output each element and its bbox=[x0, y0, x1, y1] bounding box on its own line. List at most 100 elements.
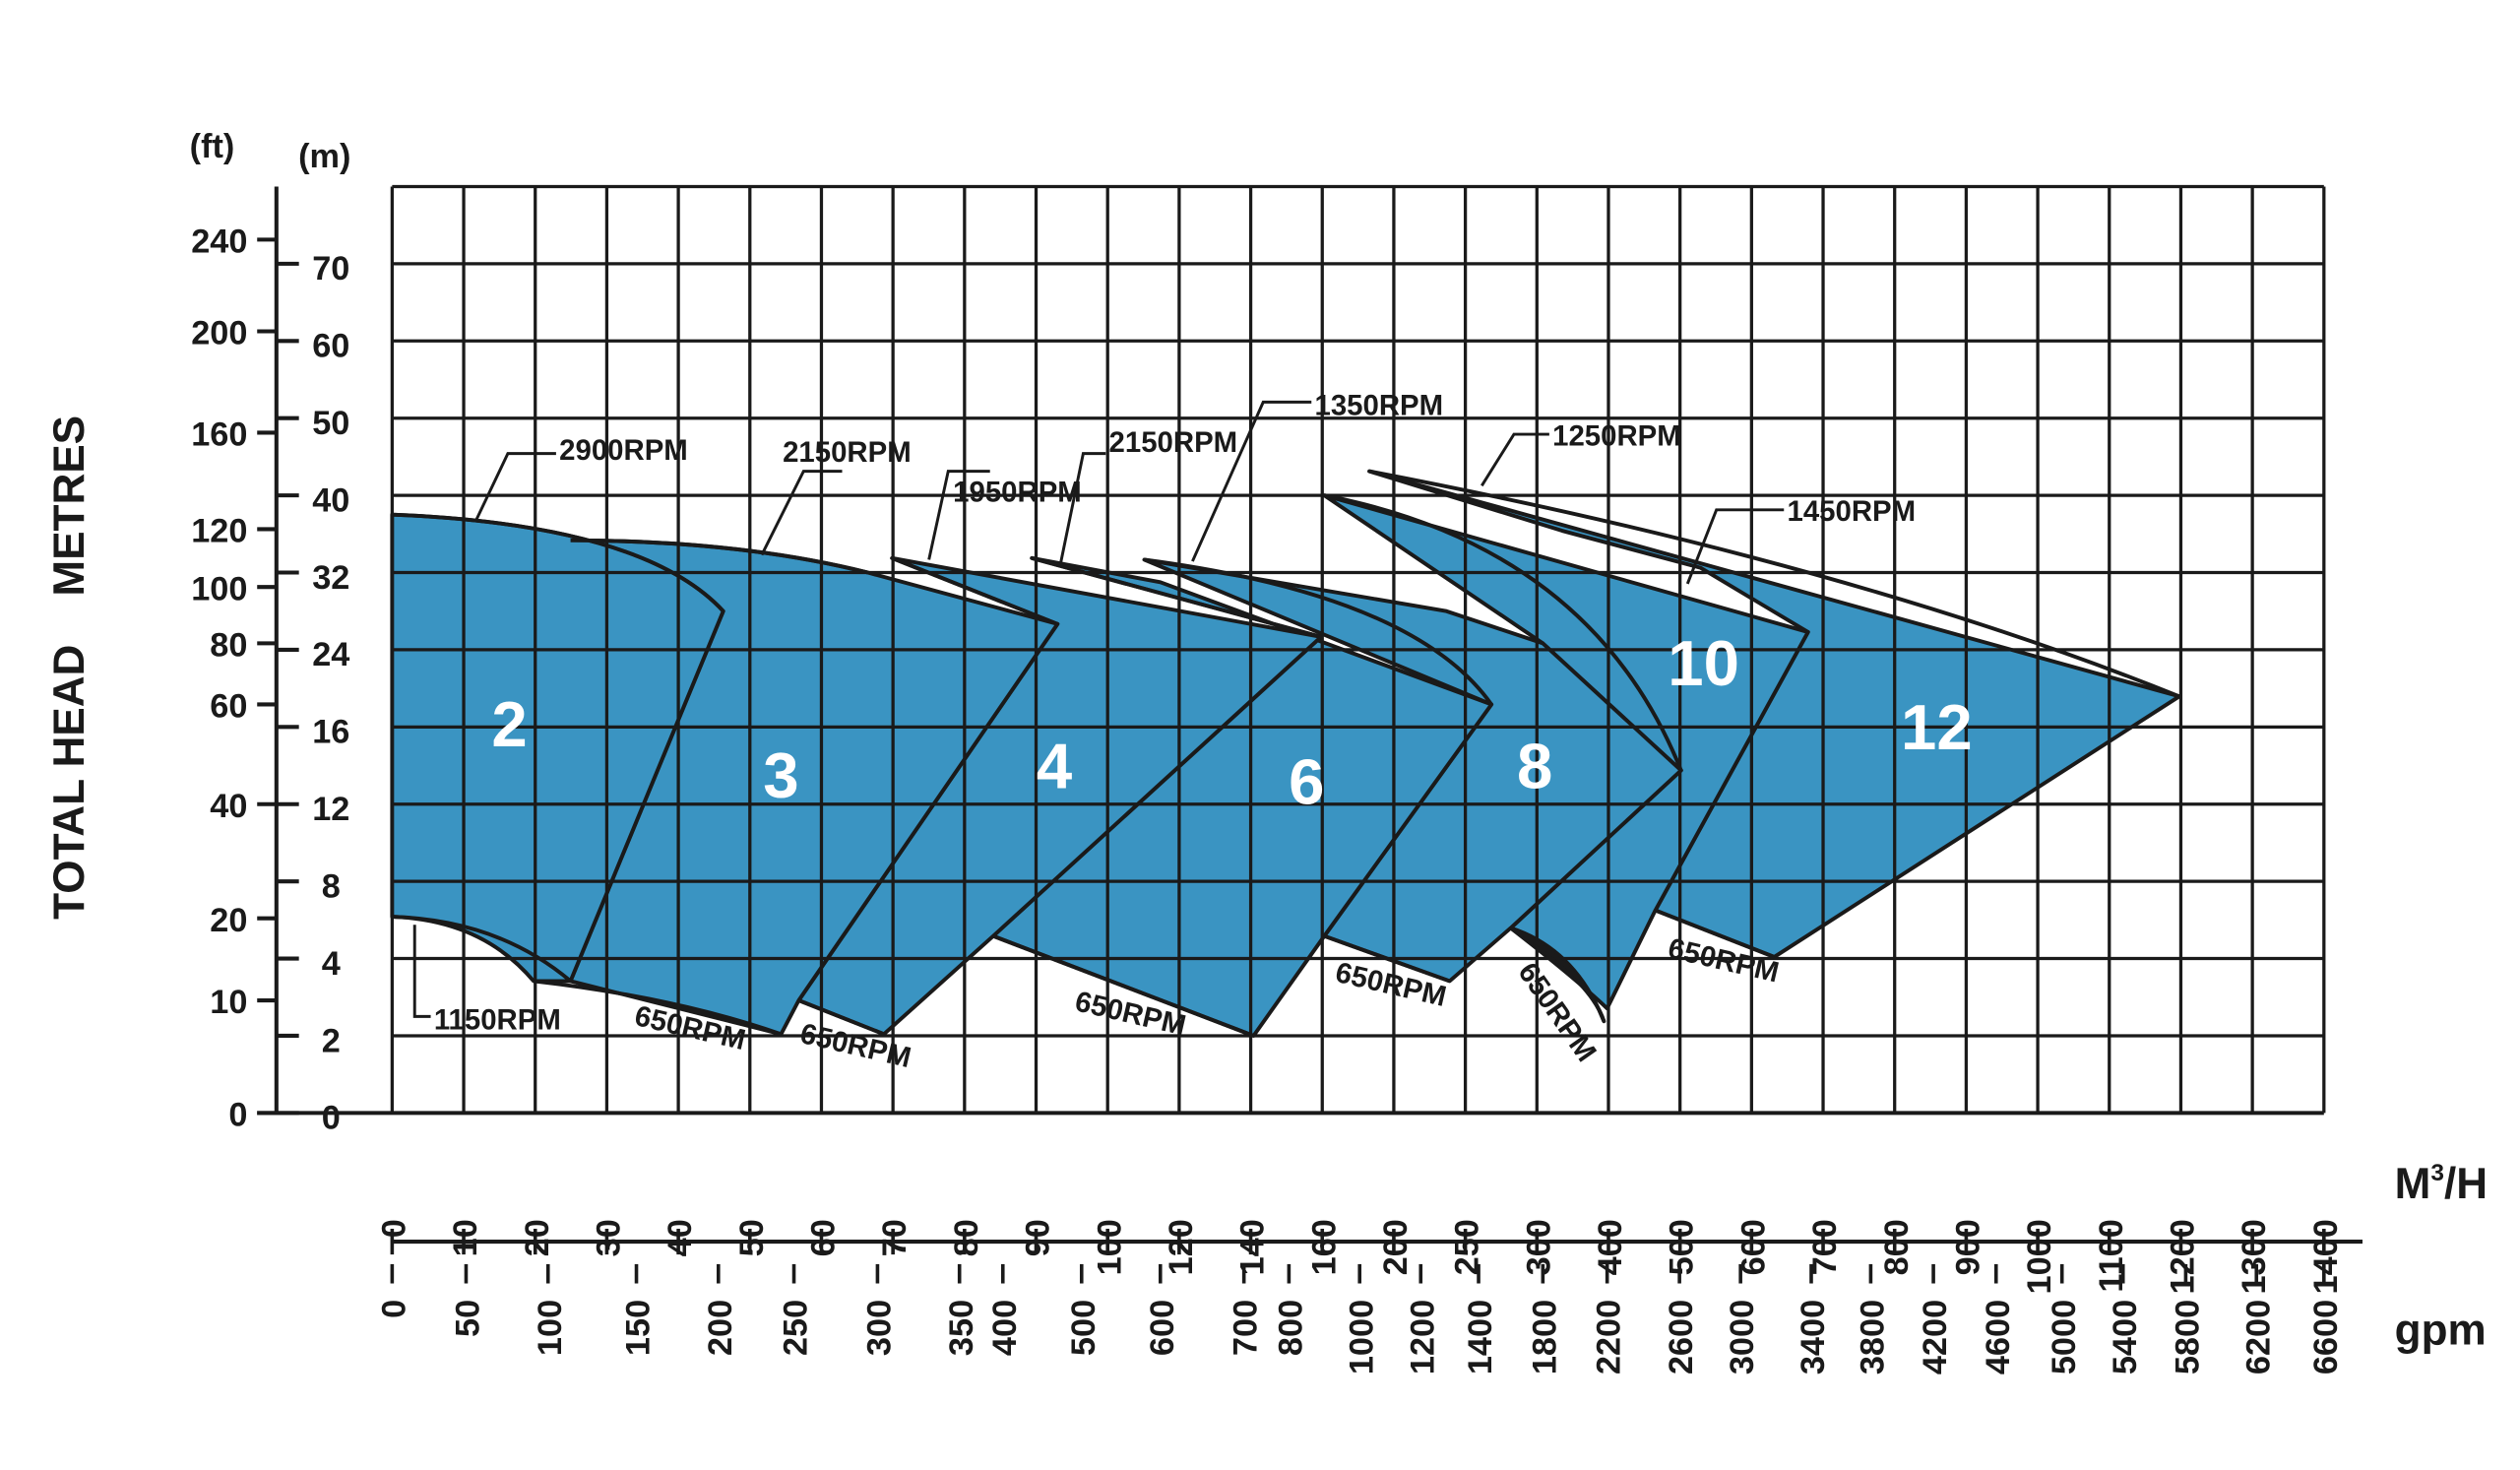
pump-size-labels: 2 3 4 6 8 10 12 bbox=[491, 627, 1972, 818]
leader-line bbox=[927, 470, 990, 560]
y-tick-label-m: 32 bbox=[312, 559, 349, 597]
x-tick-label-gpm: 0 bbox=[375, 1300, 412, 1318]
x-tick-label-gpm: 2600 bbox=[1663, 1300, 1700, 1374]
max-speed-label-4: 1950RPM bbox=[953, 477, 1082, 509]
x-tick-label-m3h: 160 bbox=[1305, 1219, 1343, 1275]
x-tick-label-gpm: 50 bbox=[450, 1300, 487, 1337]
x-unit-m3h: M3/H bbox=[2395, 1160, 2488, 1208]
x-tick-label-gpm: 5800 bbox=[2169, 1300, 2206, 1374]
y-tick-label-m: 4 bbox=[322, 945, 341, 983]
x-tick-label-gpm: 5400 bbox=[2107, 1300, 2144, 1374]
x-tick-label-gpm: 1000 bbox=[1343, 1300, 1380, 1374]
x-tick-label-m3h: 90 bbox=[1020, 1219, 1057, 1256]
pump-size-label-8: 8 bbox=[1517, 730, 1552, 801]
y-tick-label-m: 70 bbox=[312, 250, 349, 288]
pump-size-label-3: 3 bbox=[763, 739, 798, 811]
x-tick-label-m3h: 1300 bbox=[2236, 1219, 2273, 1294]
max-speed-label-3: 2150RPM bbox=[783, 436, 912, 469]
y-tick-label-m: 2 bbox=[322, 1022, 341, 1059]
y-tick-label-m: 16 bbox=[312, 714, 349, 751]
pump-size-label-4: 4 bbox=[1037, 730, 1072, 801]
y-tick-label-ft: 240 bbox=[191, 223, 247, 260]
y-tick-label-ft: 120 bbox=[191, 512, 247, 549]
x-tick-label-gpm: 150 bbox=[620, 1300, 658, 1356]
leader-line bbox=[760, 470, 843, 556]
y-tick-label-ft: 200 bbox=[191, 315, 247, 352]
x-tick-label-m3h: 1200 bbox=[2165, 1219, 2202, 1294]
x-tick-label-m3h: 800 bbox=[1878, 1219, 1916, 1275]
min-speed-curve-outline bbox=[392, 908, 1776, 1038]
x-tick-label-m3h: 60 bbox=[805, 1219, 843, 1256]
x-tick-label-gpm: 5000 bbox=[2046, 1300, 2083, 1374]
y-tick-label-ft: 10 bbox=[210, 984, 247, 1021]
leader-line bbox=[1191, 400, 1312, 562]
y-tick-label-m: 0 bbox=[322, 1100, 341, 1137]
x-tick-label-m3h: 40 bbox=[662, 1219, 699, 1256]
y-unit-m: (m) bbox=[298, 138, 350, 175]
max-speed-label-2: 2900RPM bbox=[559, 434, 688, 467]
x-tick-label-gpm: 1200 bbox=[1404, 1300, 1441, 1374]
x-tick-label-m3h: 200 bbox=[1377, 1219, 1415, 1275]
x-tick-label-m3h: 300 bbox=[1520, 1219, 1557, 1275]
x-tick-label-m3h: 80 bbox=[948, 1219, 985, 1256]
x-unit-gpm: gpm bbox=[2395, 1307, 2487, 1355]
x-tick-label-gpm: 350 bbox=[943, 1300, 980, 1356]
x-tick-label-gpm: 3400 bbox=[1795, 1300, 1832, 1374]
x-tick-label-gpm: 300 bbox=[860, 1300, 898, 1356]
x-tick-label-gpm: 500 bbox=[1065, 1300, 1102, 1356]
x-tick-label-m3h: 30 bbox=[590, 1219, 627, 1256]
speed-curves bbox=[392, 469, 2180, 1038]
y-tick-label-m: 24 bbox=[312, 636, 349, 673]
x-tick-label-gpm: 200 bbox=[702, 1300, 739, 1356]
x-tick-label-m3h: 10 bbox=[447, 1219, 484, 1256]
leader-line bbox=[412, 925, 431, 1018]
x-tick-label-gpm: 4600 bbox=[1980, 1300, 2017, 1374]
x-tick-label-gpm: 3000 bbox=[1724, 1300, 1761, 1374]
x-tick-label-m3h: 50 bbox=[733, 1219, 771, 1256]
y-tick-label-m: 12 bbox=[312, 791, 349, 828]
y-unit-ft: (ft) bbox=[190, 128, 235, 165]
pump-size-label-12: 12 bbox=[1901, 691, 1973, 763]
x-tick-label-gpm: 4200 bbox=[1917, 1300, 1954, 1374]
y-axis-title: TOTAL HEAD METRES bbox=[45, 415, 94, 920]
x-tick-label-gpm: 6200 bbox=[2239, 1300, 2277, 1374]
y-tick-label-ft: 100 bbox=[191, 570, 247, 607]
x-tick-label-gpm: 6600 bbox=[2307, 1300, 2345, 1374]
x-tick-label-m3h: 250 bbox=[1449, 1219, 1486, 1275]
pump-size-label-10: 10 bbox=[1668, 627, 1739, 699]
x-tick-label-gpm: 2200 bbox=[1591, 1300, 1628, 1374]
x-tick-label-gpm: 600 bbox=[1144, 1300, 1181, 1356]
x-tick-label-m3h: 70 bbox=[876, 1219, 914, 1256]
x-tick-label-gpm: 100 bbox=[532, 1300, 569, 1356]
y-tick-label-m: 8 bbox=[322, 867, 341, 905]
y-tick-label-ft: 160 bbox=[191, 415, 247, 453]
y-tick-label-m: 60 bbox=[312, 328, 349, 365]
y-tick-label-ft: 80 bbox=[210, 626, 247, 664]
y-tick-label-ft: 20 bbox=[210, 902, 247, 939]
chart-grid bbox=[390, 184, 2326, 1114]
max-speed-label-8: 1350RPM bbox=[1315, 389, 1444, 421]
x-tick-label-m3h: 140 bbox=[1234, 1219, 1272, 1275]
max-speed-label-12: 1450RPM bbox=[1788, 495, 1917, 528]
pump-size-label-2: 2 bbox=[491, 688, 527, 760]
y-tick-label-ft: 40 bbox=[210, 788, 247, 825]
x-tick-label-m3h: 400 bbox=[1592, 1219, 1629, 1275]
pump-size-label-6: 6 bbox=[1289, 746, 1324, 818]
x-tick-label-m3h: 500 bbox=[1664, 1219, 1701, 1275]
x-tick-label-m3h: 0 bbox=[375, 1219, 412, 1238]
x-tick-label-m3h: 20 bbox=[519, 1219, 556, 1256]
x-tick-label-gpm: 700 bbox=[1228, 1300, 1265, 1356]
y-tick-label-ft: 0 bbox=[228, 1096, 247, 1133]
x-tick-label-m3h: 1400 bbox=[2307, 1219, 2345, 1294]
leader-line bbox=[1059, 452, 1106, 564]
x-tick-label-m3h: 1000 bbox=[2021, 1219, 2058, 1294]
max-speed-label-10: 1250RPM bbox=[1552, 419, 1681, 452]
y-tick-label-m: 40 bbox=[312, 481, 349, 519]
x-tick-label-gpm: 1800 bbox=[1526, 1300, 1563, 1374]
x-tick-label-gpm: 3800 bbox=[1854, 1300, 1891, 1374]
x-tick-label-m3h: 100 bbox=[1091, 1219, 1128, 1275]
y-tick-label-ft: 60 bbox=[210, 688, 247, 726]
leader-line bbox=[1480, 432, 1549, 487]
leader-line bbox=[1685, 508, 1785, 585]
